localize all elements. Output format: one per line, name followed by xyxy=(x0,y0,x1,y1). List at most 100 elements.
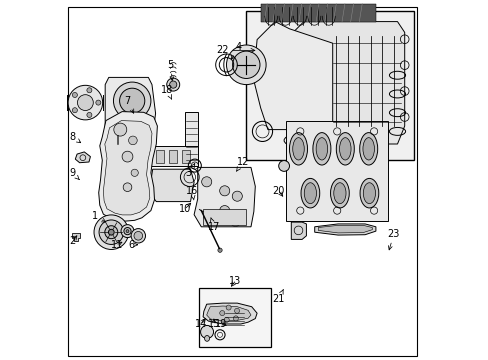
Bar xyxy=(185,112,197,164)
Circle shape xyxy=(114,123,126,136)
Circle shape xyxy=(278,161,289,171)
Circle shape xyxy=(225,305,231,310)
Text: 13: 13 xyxy=(229,276,241,286)
Circle shape xyxy=(68,85,102,120)
Circle shape xyxy=(200,325,213,338)
Ellipse shape xyxy=(363,183,375,204)
Circle shape xyxy=(134,130,141,137)
Ellipse shape xyxy=(333,183,346,204)
Circle shape xyxy=(96,100,101,105)
Circle shape xyxy=(77,95,93,111)
Ellipse shape xyxy=(289,132,307,165)
Circle shape xyxy=(113,82,151,120)
Polygon shape xyxy=(103,121,152,215)
Text: 16: 16 xyxy=(186,186,198,200)
Ellipse shape xyxy=(359,132,377,165)
Bar xyxy=(203,209,246,225)
Circle shape xyxy=(232,191,242,201)
Circle shape xyxy=(166,78,179,91)
Bar xyxy=(156,150,164,163)
Circle shape xyxy=(123,228,131,235)
Ellipse shape xyxy=(312,132,330,165)
Polygon shape xyxy=(206,306,250,321)
Ellipse shape xyxy=(339,138,350,160)
Polygon shape xyxy=(289,22,404,144)
Bar xyxy=(285,121,387,221)
Circle shape xyxy=(219,311,224,316)
Circle shape xyxy=(219,186,229,196)
Text: 20: 20 xyxy=(272,186,285,196)
Circle shape xyxy=(128,136,137,145)
Ellipse shape xyxy=(359,179,378,208)
Polygon shape xyxy=(105,77,155,149)
Ellipse shape xyxy=(204,336,209,341)
Text: 5: 5 xyxy=(167,60,173,81)
Polygon shape xyxy=(253,22,332,130)
Circle shape xyxy=(104,226,118,239)
Circle shape xyxy=(130,126,134,130)
Circle shape xyxy=(87,88,92,93)
Ellipse shape xyxy=(362,138,374,160)
Circle shape xyxy=(72,108,77,113)
Text: 2: 2 xyxy=(69,236,77,246)
Text: 10: 10 xyxy=(179,203,191,214)
Circle shape xyxy=(134,231,142,240)
Circle shape xyxy=(131,229,145,243)
Text: 3: 3 xyxy=(185,164,194,178)
Text: 19: 19 xyxy=(215,319,227,329)
Circle shape xyxy=(230,216,240,226)
Text: 7: 7 xyxy=(124,96,133,113)
Text: 15: 15 xyxy=(207,319,220,329)
Text: 11: 11 xyxy=(110,240,122,250)
Circle shape xyxy=(126,230,129,233)
Ellipse shape xyxy=(292,138,304,160)
Ellipse shape xyxy=(330,179,348,208)
Text: 18: 18 xyxy=(161,85,173,99)
Circle shape xyxy=(120,88,144,113)
Text: 8: 8 xyxy=(69,132,81,143)
Polygon shape xyxy=(72,233,80,241)
Polygon shape xyxy=(203,303,257,324)
Text: 4: 4 xyxy=(231,42,242,59)
Polygon shape xyxy=(194,167,255,227)
Circle shape xyxy=(122,151,133,162)
Circle shape xyxy=(219,206,229,216)
Bar xyxy=(182,150,190,163)
Polygon shape xyxy=(260,4,375,22)
Bar xyxy=(199,288,271,347)
Circle shape xyxy=(136,131,139,135)
Circle shape xyxy=(233,316,238,321)
Circle shape xyxy=(108,229,114,235)
Circle shape xyxy=(87,112,92,117)
Text: 21: 21 xyxy=(272,290,285,304)
Polygon shape xyxy=(318,225,371,233)
Text: 23: 23 xyxy=(387,229,399,250)
Ellipse shape xyxy=(224,304,244,312)
Circle shape xyxy=(123,183,132,192)
Text: 12: 12 xyxy=(236,157,248,171)
Bar xyxy=(151,146,197,166)
Ellipse shape xyxy=(224,324,244,332)
Circle shape xyxy=(234,308,239,313)
Polygon shape xyxy=(99,112,157,221)
Circle shape xyxy=(218,248,222,252)
Ellipse shape xyxy=(316,138,327,160)
Text: 22: 22 xyxy=(216,45,254,55)
Circle shape xyxy=(128,124,136,131)
Circle shape xyxy=(121,225,134,238)
Polygon shape xyxy=(314,224,375,235)
Bar xyxy=(169,150,177,163)
Polygon shape xyxy=(149,169,194,202)
Circle shape xyxy=(131,169,138,176)
Circle shape xyxy=(224,317,229,322)
Circle shape xyxy=(203,211,213,221)
Text: 6: 6 xyxy=(128,240,137,250)
Text: 17: 17 xyxy=(207,218,220,232)
Ellipse shape xyxy=(336,132,354,165)
Text: 14: 14 xyxy=(195,319,207,329)
Polygon shape xyxy=(75,152,90,163)
Circle shape xyxy=(232,51,260,78)
Circle shape xyxy=(169,81,177,88)
Polygon shape xyxy=(291,222,306,239)
Text: 9: 9 xyxy=(69,168,79,180)
